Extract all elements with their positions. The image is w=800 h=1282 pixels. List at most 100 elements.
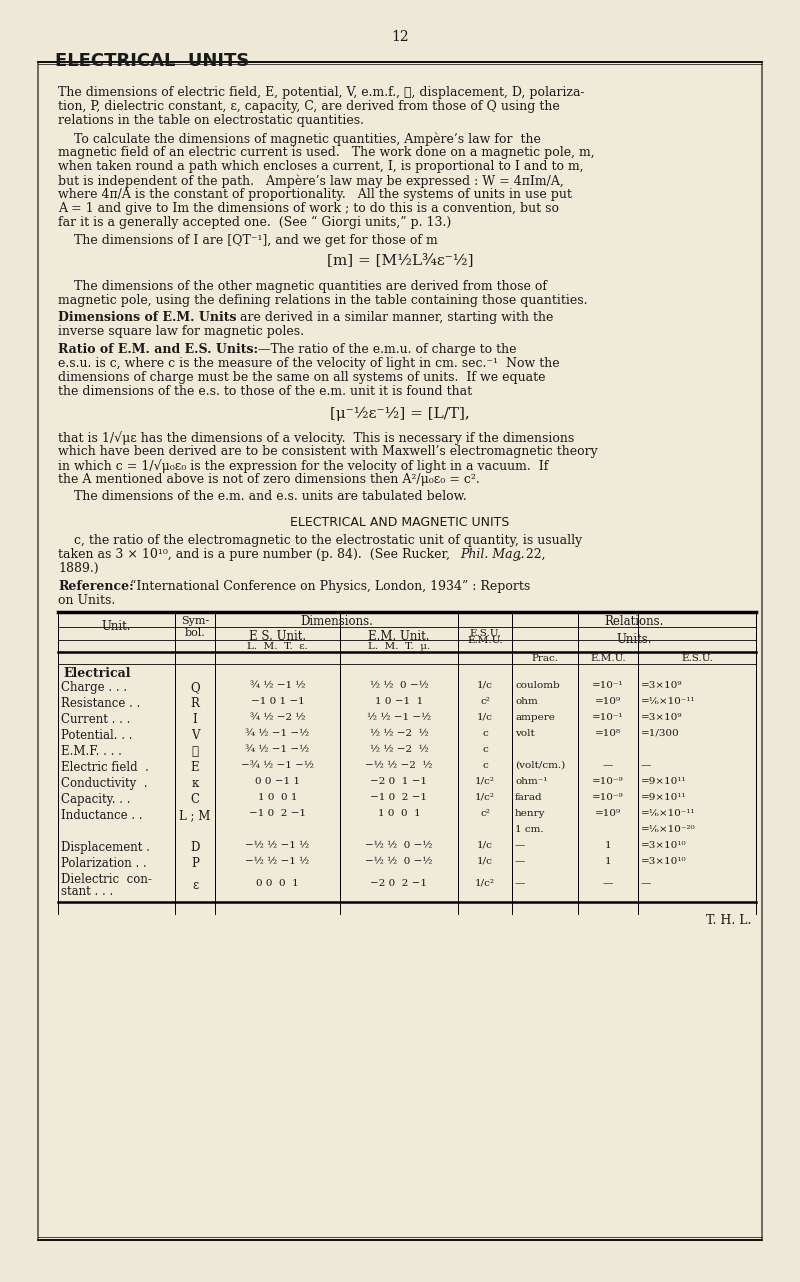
Text: Inductance . .: Inductance . . (61, 809, 142, 822)
Text: Capacity. . .: Capacity. . . (61, 794, 130, 806)
Text: stant . . .: stant . . . (61, 885, 114, 897)
Text: inverse square law for magnetic poles.: inverse square law for magnetic poles. (58, 326, 304, 338)
Text: =9×10¹¹: =9×10¹¹ (641, 777, 686, 786)
Text: henry: henry (515, 809, 546, 818)
Text: I: I (193, 713, 198, 726)
Text: Resistance . .: Resistance . . (61, 697, 140, 710)
Text: Prac.: Prac. (531, 654, 558, 663)
Text: =10⁻⁹: =10⁻⁹ (592, 777, 624, 786)
Text: −½ ½ −1 ½: −½ ½ −1 ½ (246, 856, 310, 867)
Text: Current . . .: Current . . . (61, 713, 130, 726)
Text: —: — (515, 879, 526, 888)
Text: Unit.: Unit. (102, 620, 131, 633)
Text: when taken round a path which encloses a current, I, is proportional to I and to: when taken round a path which encloses a… (58, 160, 584, 173)
Text: 1/c: 1/c (477, 841, 493, 850)
Text: 1: 1 (605, 841, 611, 850)
Text: =3×10¹⁰: =3×10¹⁰ (641, 841, 686, 850)
Text: =10⁻¹: =10⁻¹ (592, 713, 624, 722)
Text: ½ ½ −2  ½: ½ ½ −2 ½ (370, 745, 428, 754)
Text: Dielectric  con-: Dielectric con- (61, 873, 152, 886)
Text: ℰ: ℰ (191, 745, 198, 758)
Text: E S. Unit.: E S. Unit. (249, 629, 306, 644)
Text: where 4π/A is the constant of proportionality.   All the systems of units in use: where 4π/A is the constant of proportion… (58, 188, 572, 201)
Text: Reference:: Reference: (58, 579, 134, 594)
Text: =10⁹: =10⁹ (595, 697, 621, 706)
Text: ¾ ½ −1 ½: ¾ ½ −1 ½ (250, 681, 306, 690)
Text: —: — (603, 762, 613, 770)
Text: =⅙×10⁻²⁰: =⅙×10⁻²⁰ (641, 826, 696, 835)
Text: κ: κ (191, 777, 198, 790)
Text: 12: 12 (391, 29, 409, 44)
Text: Sym-
bol.: Sym- bol. (181, 615, 209, 637)
Text: “International Conference on Physics, London, 1934” : Reports: “International Conference on Physics, Lo… (126, 579, 530, 594)
Text: 1/c²: 1/c² (475, 794, 495, 803)
Text: ½ ½ −1 −½: ½ ½ −1 −½ (367, 713, 431, 722)
Text: ½ ½  0 −½: ½ ½ 0 −½ (370, 681, 428, 690)
Text: ELECTRICAL  UNITS: ELECTRICAL UNITS (55, 53, 250, 71)
Text: −1 0 1 −1: −1 0 1 −1 (250, 697, 304, 706)
Text: magnetic field of an electric current is used.   The work done on a magnetic pol: magnetic field of an electric current is… (58, 146, 594, 159)
Text: 1/c: 1/c (477, 713, 493, 722)
Text: =10⁻⁹: =10⁻⁹ (592, 794, 624, 803)
Text: 1 0 −1  1: 1 0 −1 1 (375, 697, 423, 706)
Text: ¾ ½ −1 −½: ¾ ½ −1 −½ (246, 729, 310, 738)
Text: 0 0  0  1: 0 0 0 1 (256, 879, 299, 888)
Text: P: P (191, 856, 199, 870)
Text: ½ ½ −2  ½: ½ ½ −2 ½ (370, 729, 428, 738)
Text: =3×10⁹: =3×10⁹ (641, 713, 682, 722)
Text: taken as 3 × 10¹⁰, and is a pure number (p. 84).  (See Rucker,: taken as 3 × 10¹⁰, and is a pure number … (58, 547, 454, 562)
Text: R: R (190, 697, 199, 710)
Text: −2 0  2 −1: −2 0 2 −1 (370, 879, 427, 888)
Text: L.  M.  T.  μ.: L. M. T. μ. (368, 642, 430, 651)
Text: E: E (190, 762, 199, 774)
Text: −2 0  1 −1: −2 0 1 −1 (370, 777, 427, 786)
Text: =1/300: =1/300 (641, 729, 680, 738)
Text: Phil. Mag.: Phil. Mag. (460, 547, 525, 562)
Text: Electric field  .: Electric field . (61, 762, 149, 774)
Text: magnetic pole, using the defining relations in the table containing those quanti: magnetic pole, using the defining relati… (58, 294, 587, 306)
Text: =⅙×10⁻¹¹: =⅙×10⁻¹¹ (641, 809, 696, 818)
Text: Dimensions of E.M. Units: Dimensions of E.M. Units (58, 312, 237, 324)
Text: =10⁻¹: =10⁻¹ (592, 681, 624, 690)
Text: −1 0  2 −1: −1 0 2 −1 (249, 809, 306, 818)
Text: the dimensions of the e.s. to those of the e.m. unit it is found that: the dimensions of the e.s. to those of t… (58, 385, 472, 397)
Text: Units.: Units. (616, 633, 652, 646)
Text: =⅙×10⁻¹¹: =⅙×10⁻¹¹ (641, 697, 696, 706)
Text: =10⁹: =10⁹ (595, 809, 621, 818)
Text: E.M.U.: E.M.U. (590, 654, 626, 663)
Text: ohm⁻¹: ohm⁻¹ (515, 777, 547, 786)
Text: , 22,: , 22, (518, 547, 546, 562)
Text: C: C (190, 794, 199, 806)
Text: in which c = 1/√μ₀ε₀ is the expression for the velocity of light in a vacuum.  I: in which c = 1/√μ₀ε₀ is the expression f… (58, 459, 548, 473)
Text: E.S.U.: E.S.U. (469, 629, 501, 638)
Text: 1889.): 1889.) (58, 562, 98, 576)
FancyBboxPatch shape (38, 62, 762, 1240)
Text: c, the ratio of the electromagnetic to the electrostatic unit of quantity, is us: c, the ratio of the electromagnetic to t… (58, 535, 582, 547)
Text: =3×10⁹: =3×10⁹ (641, 681, 682, 690)
Text: Displacement .: Displacement . (61, 841, 150, 854)
Text: —: — (515, 856, 526, 867)
Text: [m] = [M½L¾ε⁻½]: [m] = [M½L¾ε⁻½] (326, 254, 474, 268)
Text: c: c (482, 762, 488, 770)
Text: —: — (641, 762, 651, 770)
Text: 1/c: 1/c (477, 856, 493, 867)
Text: c²: c² (480, 697, 490, 706)
Text: −½ ½ −1 ½: −½ ½ −1 ½ (246, 841, 310, 850)
Text: T. H. L.: T. H. L. (706, 914, 751, 927)
Text: 1: 1 (605, 856, 611, 867)
Text: Polarization . .: Polarization . . (61, 856, 146, 870)
Text: are derived in a similar manner, starting with the: are derived in a similar manner, startin… (236, 312, 554, 324)
Text: =3×10¹⁰: =3×10¹⁰ (641, 856, 686, 867)
Text: −¾ ½ −1 −½: −¾ ½ −1 −½ (241, 762, 314, 770)
Text: −½ ½ −2  ½: −½ ½ −2 ½ (366, 762, 433, 770)
Text: c: c (482, 729, 488, 738)
Text: ampere: ampere (515, 713, 555, 722)
Text: which have been derived are to be consistent with Maxwell’s electromagnetic theo: which have been derived are to be consis… (58, 445, 598, 458)
Text: ¾ ½ −1 −½: ¾ ½ −1 −½ (246, 745, 310, 754)
Text: 1/c²: 1/c² (475, 879, 495, 888)
Text: −½ ½  0 −½: −½ ½ 0 −½ (366, 856, 433, 867)
Text: that is 1/√με has the dimensions of a velocity.  This is necessary if the dimens: that is 1/√με has the dimensions of a ve… (58, 431, 574, 445)
Text: 1 cm.: 1 cm. (515, 826, 544, 835)
Text: ohm: ohm (515, 697, 538, 706)
Text: Q: Q (190, 681, 200, 694)
